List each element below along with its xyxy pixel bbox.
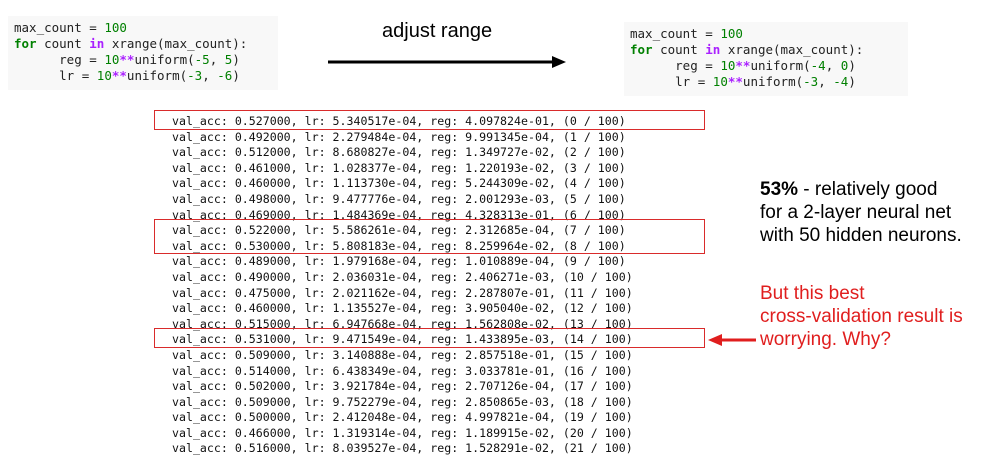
- code-token: ,: [209, 52, 225, 67]
- note-good-result: 53% - relatively good for a 2-layer neur…: [760, 178, 962, 247]
- note-warning-line-2: cross-validation result is: [760, 306, 963, 327]
- log-line: val_acc: 0.512000, lr: 8.680827e-04, reg…: [172, 145, 626, 160]
- code-token: 10: [720, 58, 736, 73]
- code-right-line-2: reg = 10**uniform(-4, 0): [630, 58, 902, 74]
- code-token: 0: [840, 58, 849, 73]
- highlight-box: [154, 110, 705, 130]
- highlight-box: [154, 328, 705, 348]
- code-token: xrange(max_count):: [720, 42, 864, 57]
- code-token: **: [119, 52, 135, 67]
- log-line: val_acc: 0.514000, lr: 6.438349e-04, reg…: [172, 363, 633, 378]
- code-token: ): [232, 68, 240, 83]
- note-warning-line-3: worrying. Why?: [760, 329, 891, 350]
- right-arrow-icon: [328, 56, 566, 68]
- log-line: val_acc: 0.460000, lr: 1.135527e-04, reg…: [172, 301, 633, 316]
- code-token: lr =: [630, 74, 713, 89]
- log-line: val_acc: 0.500000, lr: 2.412048e-04, reg…: [172, 410, 633, 425]
- code-token: -6: [217, 68, 233, 83]
- log-line: val_acc: 0.461000, lr: 1.028377e-04, reg…: [172, 160, 626, 175]
- code-token: -4: [833, 74, 849, 89]
- code-token: 10: [96, 68, 112, 83]
- code-left-line-1: for count in xrange(max_count):: [14, 36, 272, 52]
- code-token: 5: [224, 52, 233, 67]
- code-block-original-range: max_count = 100 for count in xrange(max_c…: [8, 16, 278, 90]
- log-line: val_acc: 0.522000, lr: 5.586261e-04, reg…: [172, 223, 626, 238]
- code-right-line-1: for count in xrange(max_count):: [630, 42, 902, 58]
- code-token: reg =: [14, 52, 105, 67]
- code-token: lr =: [14, 68, 97, 83]
- note-warning-line-1: But this best: [760, 283, 865, 304]
- log-line: val_acc: 0.509000, lr: 9.752279e-04, reg…: [172, 394, 633, 409]
- log-line: val_acc: 0.469000, lr: 1.484369e-04, reg…: [172, 207, 626, 222]
- code-token: xrange(max_count):: [104, 36, 248, 51]
- code-right-line-3: lr = 10**uniform(-3, -4): [630, 74, 902, 90]
- log-line: val_acc: 0.527000, lr: 5.340517e-04, reg…: [172, 114, 626, 128]
- code-left-line-2: reg = 10**uniform(-5, 5): [14, 52, 272, 68]
- code-token: -3: [187, 68, 203, 83]
- log-line: val_acc: 0.530000, lr: 5.808183e-04, reg…: [172, 238, 626, 253]
- note-good-line-1: 53% - relatively good: [760, 178, 962, 201]
- log-line: val_acc: 0.498000, lr: 9.477776e-04, reg…: [172, 191, 626, 206]
- code-token: ,: [825, 58, 841, 73]
- code-token: 100: [104, 20, 127, 35]
- note-good-line-2: for a 2-layer neural net: [760, 202, 952, 223]
- cross-validation-log: val_acc: 0.527000, lr: 5.340517e-04, reg…: [172, 114, 633, 457]
- log-line: val_acc: 0.460000, lr: 1.113730e-04, reg…: [172, 176, 626, 191]
- log-line: val_acc: 0.490000, lr: 2.036031e-04, reg…: [172, 269, 633, 284]
- log-line: val_acc: 0.492000, lr: 2.279484e-04, reg…: [172, 129, 626, 144]
- note-warning: But this best cross-validation result is…: [760, 282, 963, 351]
- code-token: ): [848, 74, 856, 89]
- adjust-range-label: adjust range: [382, 20, 493, 42]
- log-line: val_acc: 0.515000, lr: 6.947668e-04, reg…: [172, 316, 633, 331]
- code-token: ): [848, 58, 856, 73]
- code-left-line-3: lr = 10**uniform(-3, -6): [14, 68, 272, 84]
- log-line: val_acc: 0.489000, lr: 1.979168e-04, reg…: [172, 254, 626, 269]
- code-token: uniform(: [742, 74, 804, 89]
- log-line: val_acc: 0.475000, lr: 2.021162e-04, reg…: [172, 285, 633, 300]
- code-left-line-0: max_count = 100: [14, 20, 272, 36]
- code-token: count: [36, 36, 90, 51]
- code-token: -4: [810, 58, 826, 73]
- log-line: val_acc: 0.466000, lr: 1.319314e-04, reg…: [172, 425, 633, 440]
- code-token: uniform(: [126, 68, 188, 83]
- code-token: ,: [818, 74, 834, 89]
- code-token: **: [111, 68, 127, 83]
- code-token: reg =: [630, 58, 721, 73]
- code-token: -3: [803, 74, 819, 89]
- code-token: ): [232, 52, 240, 67]
- note-good-line-3: with 50 hidden neurons.: [760, 225, 962, 246]
- code-token: in: [89, 36, 105, 51]
- code-token: max_count =: [630, 26, 721, 41]
- code-block-adjusted-range: max_count = 100 for count in xrange(max_c…: [624, 22, 908, 96]
- code-token: **: [735, 58, 751, 73]
- code-token: count: [652, 42, 706, 57]
- note-good-percent: 53%: [760, 179, 799, 200]
- code-token: **: [727, 74, 743, 89]
- code-right-line-0: max_count = 100: [630, 26, 902, 42]
- code-token: 10: [712, 74, 728, 89]
- code-token: 100: [720, 26, 743, 41]
- log-line: val_acc: 0.531000, lr: 9.471549e-04, reg…: [172, 332, 633, 347]
- code-token: uniform(: [750, 58, 811, 73]
- code-token: -5: [194, 52, 210, 67]
- code-token: max_count =: [14, 20, 105, 35]
- log-line: val_acc: 0.509000, lr: 3.140888e-04, reg…: [172, 347, 633, 362]
- code-token: in: [705, 42, 721, 57]
- log-line: val_acc: 0.502000, lr: 3.921784e-04, reg…: [172, 379, 633, 394]
- note-good-line-1-rest: - relatively good: [798, 179, 938, 200]
- code-token: uniform(: [134, 52, 195, 67]
- code-token: for: [630, 42, 653, 57]
- code-token: 10: [104, 52, 120, 67]
- code-token: for: [14, 36, 37, 51]
- log-line: val_acc: 0.516000, lr: 8.039527e-04, reg…: [172, 441, 633, 456]
- code-token: ,: [202, 68, 218, 83]
- left-arrow-icon: [708, 334, 756, 346]
- highlight-box: [154, 219, 705, 255]
